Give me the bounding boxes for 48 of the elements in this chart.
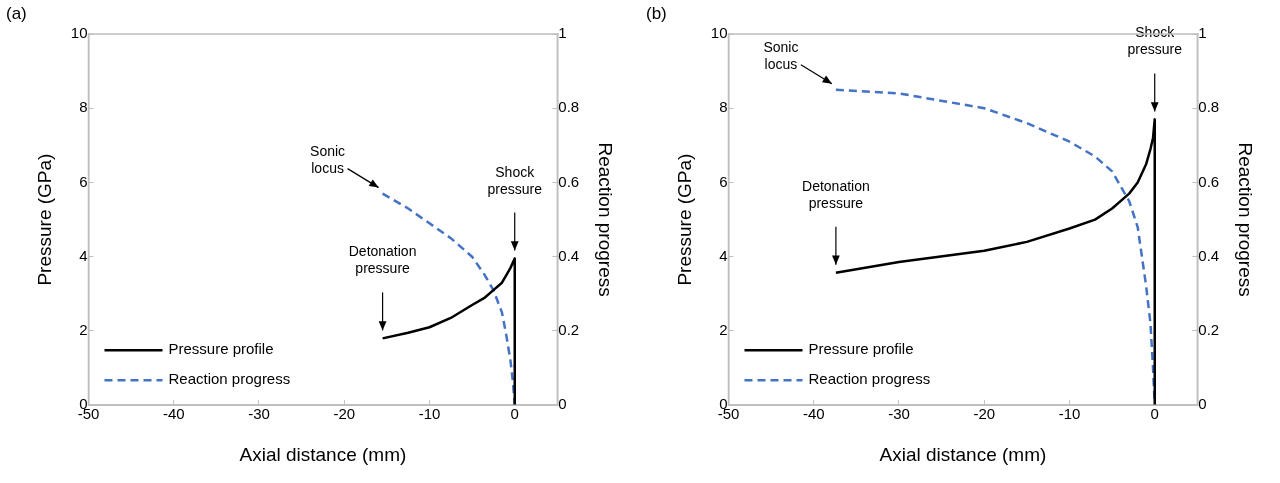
y-tick-label: 2 [719, 321, 728, 339]
y-tick-label: 6 [719, 172, 728, 190]
y2-tick-label: 0.6 [1198, 172, 1220, 190]
y-tick-label: 8 [719, 98, 728, 116]
chart-title: (a) [6, 4, 27, 24]
y-tick-label: 8 [79, 98, 88, 116]
x-axis-title: Axial distance (mm) [879, 443, 1047, 465]
annotation: Shock pressure [1127, 24, 1183, 58]
y-tick-label: 2 [79, 321, 88, 339]
x-tick-label: 0 [510, 405, 519, 423]
legend-label: Pressure profile [808, 340, 914, 358]
y2-tick-label: 0.4 [1198, 246, 1220, 264]
y2-axis-title: Reaction progress [1235, 142, 1257, 297]
x-tick-label: -20 [333, 405, 356, 423]
x-axis-title: Axial distance (mm) [239, 443, 407, 465]
chart-title: (b) [646, 4, 667, 24]
legend-label: Pressure profile [168, 340, 274, 358]
y2-tick-label: 0.6 [558, 172, 580, 190]
annotation: Detonation pressure [348, 243, 417, 277]
y2-tick-label: 0.8 [558, 98, 580, 116]
y2-tick-label: 1 [1198, 24, 1207, 42]
x-tick-label: -10 [418, 405, 441, 423]
y-tick-label: 4 [79, 246, 88, 264]
x-tick-label: -30 [248, 405, 270, 423]
y-axis-title: Pressure (GPa) [673, 153, 695, 286]
y2-tick-label: 0.2 [558, 321, 580, 339]
y-tick-label: 10 [710, 24, 728, 42]
x-tick-label: -40 [162, 405, 185, 423]
y2-tick-label: 0.2 [1198, 321, 1220, 339]
legend-label: Reaction progress [808, 370, 931, 388]
y2-axis-title: Reaction progress [595, 142, 617, 297]
annotation: Detonation pressure [802, 177, 870, 211]
y-tick-label: 10 [70, 24, 88, 42]
x-tick-label: -20 [973, 405, 996, 423]
annotation: Sonic locus [310, 142, 346, 176]
y2-tick-label: 1 [558, 24, 567, 42]
y-tick-label: 6 [79, 172, 88, 190]
y2-tick-label: 0.8 [1198, 98, 1220, 116]
x-tick-label: -10 [1058, 405, 1081, 423]
x-tick-label: -30 [888, 405, 910, 423]
y-axis-title: Pressure (GPa) [33, 153, 55, 286]
x-tick-label: -40 [802, 405, 825, 423]
annotation: Shock pressure [487, 163, 543, 197]
annotation: Sonic locus [763, 38, 799, 72]
y2-tick-label: 0.4 [558, 246, 580, 264]
legend-label: Reaction progress [168, 370, 291, 388]
y-tick-label: 4 [719, 246, 728, 264]
x-tick-label: 0 [1150, 405, 1159, 423]
